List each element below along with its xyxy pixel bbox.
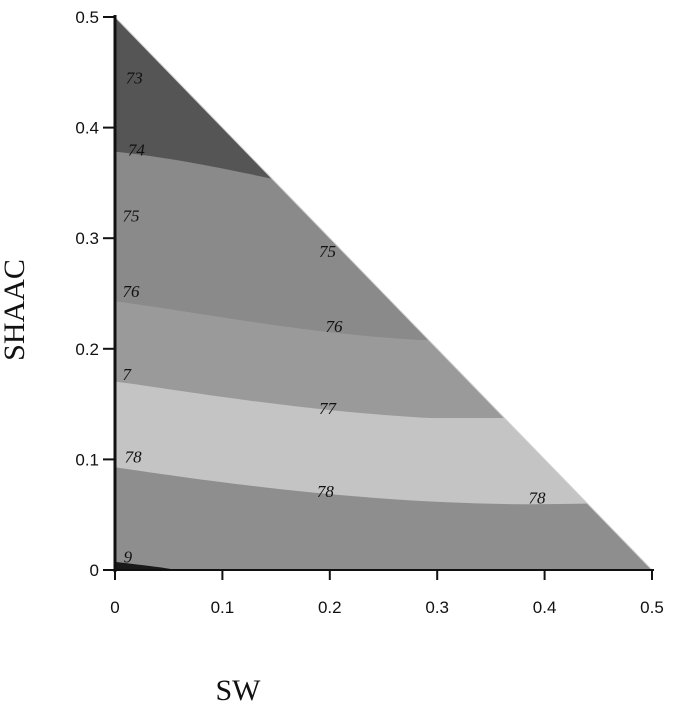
- contour-label: 9: [124, 547, 133, 566]
- contour-band: [115, 17, 652, 100]
- contour-label: 73: [126, 68, 143, 87]
- contour-band: [115, 465, 652, 570]
- contour-label: 76: [326, 317, 344, 336]
- x-tick-label: 0.4: [533, 598, 557, 617]
- x-tick-label: 0: [110, 598, 119, 617]
- x-tick-label: 0.1: [211, 598, 235, 617]
- y-tick-label: 0: [90, 561, 99, 580]
- contour-label: 78: [528, 489, 546, 508]
- y-tick-label: 0.3: [75, 229, 99, 248]
- contour-band: [115, 560, 180, 570]
- contour-label: 77: [319, 399, 338, 418]
- contour-band: [115, 17, 652, 190]
- x-axis-title: SW: [216, 674, 262, 705]
- contour-label: 76: [123, 282, 141, 301]
- y-tick-label: 0.1: [75, 450, 99, 469]
- x-tick-label: 0.3: [425, 598, 449, 617]
- y-tick-label: 0.4: [75, 119, 99, 138]
- contour-label: 7: [123, 365, 133, 384]
- y-axis-title: SHAAC: [0, 259, 31, 361]
- contour-label: 78: [317, 482, 335, 501]
- tick-labels: 0 0.1 0.2 0.3 0.4 0.5 0 0.1 0.2 0.3 0.4 0.5: [75, 8, 663, 617]
- tick-marks: [103, 16, 653, 580]
- contour-label: 74: [128, 140, 146, 159]
- x-tick-label: 0.2: [318, 598, 342, 617]
- y-tick-label: 0.2: [75, 340, 99, 359]
- contour-label: 78: [125, 448, 143, 467]
- contour-label: 75: [319, 242, 336, 261]
- y-tick-label: 0.5: [75, 8, 99, 27]
- x-tick-label: 0.5: [640, 598, 664, 617]
- contour-label: 75: [123, 207, 140, 226]
- axes: [113, 15, 654, 572]
